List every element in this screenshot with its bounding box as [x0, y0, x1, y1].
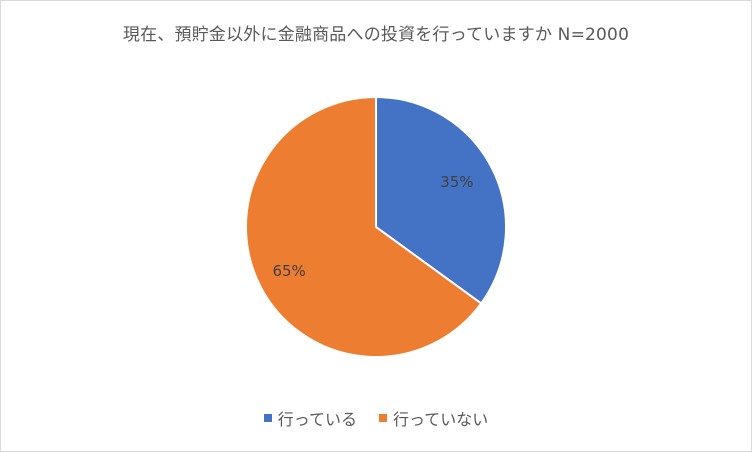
data-label-doing: 35% [440, 173, 473, 191]
legend-label-not-doing: 行っていない [393, 410, 489, 429]
pie-slice-doing [375, 95, 507, 305]
legend: 行っている 行っていない [1, 406, 751, 430]
legend-label-doing: 行っている [277, 410, 357, 429]
data-label-not-doing: 65% [272, 262, 305, 280]
pie-slice-not-doing [245, 95, 483, 358]
legend-item-doing: 行っている [263, 406, 357, 430]
legend-item-not-doing: 行っていない [379, 406, 488, 430]
legend-swatch-not-doing [379, 414, 387, 422]
chart-title: 現在、預貯金以外に金融商品への投資を行っていますか N=2000 [122, 25, 630, 45]
legend-swatch-doing [263, 414, 272, 422]
